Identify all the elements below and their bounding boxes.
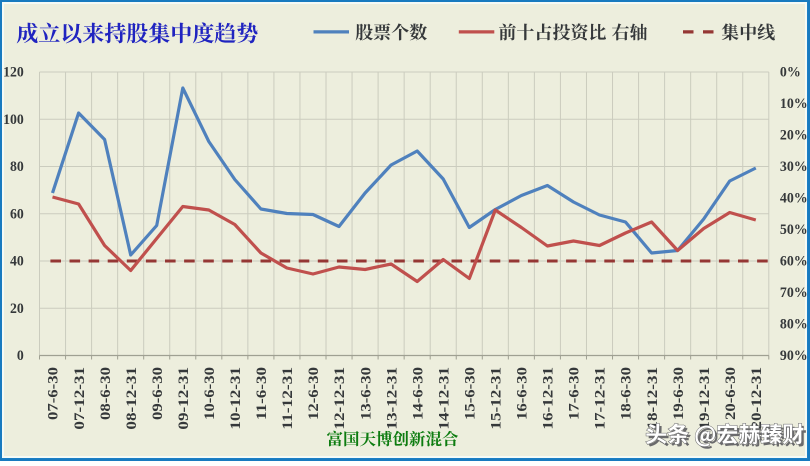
svg-text:07-12-31: 07-12-31	[72, 367, 88, 430]
svg-text:07-6-30: 07-6-30	[46, 367, 62, 420]
svg-text:120: 120	[3, 65, 24, 81]
svg-text:10%: 10%	[780, 96, 808, 112]
svg-text:17-6-30: 17-6-30	[567, 367, 583, 420]
svg-text:15-6-30: 15-6-30	[463, 367, 479, 420]
svg-text:60: 60	[10, 206, 24, 222]
svg-text:50%: 50%	[780, 222, 808, 238]
svg-text:09-12-31: 09-12-31	[176, 367, 192, 430]
svg-text:20-12-31: 20-12-31	[749, 367, 765, 430]
svg-text:15-12-31: 15-12-31	[489, 367, 505, 430]
svg-text:08-6-30: 08-6-30	[98, 367, 114, 420]
svg-text:18-6-30: 18-6-30	[619, 367, 635, 420]
svg-text:0: 0	[17, 348, 24, 364]
svg-text:12-6-30: 12-6-30	[306, 367, 322, 420]
svg-text:60%: 60%	[780, 254, 808, 270]
svg-text:90%: 90%	[780, 348, 808, 364]
svg-text:16-6-30: 16-6-30	[515, 367, 531, 420]
svg-text:19-6-30: 19-6-30	[671, 367, 687, 420]
svg-text:20-6-30: 20-6-30	[723, 367, 739, 420]
svg-text:16-12-31: 16-12-31	[541, 367, 557, 430]
svg-text:18-12-31: 18-12-31	[645, 367, 661, 430]
svg-text:10-12-31: 10-12-31	[228, 367, 244, 430]
svg-text:11-12-31: 11-12-31	[280, 367, 296, 430]
svg-text:11-6-30: 11-6-30	[254, 367, 270, 420]
svg-text:14-12-31: 14-12-31	[436, 367, 452, 430]
svg-text:40%: 40%	[780, 191, 808, 207]
svg-text:19-12-31: 19-12-31	[697, 367, 713, 430]
svg-text:70%: 70%	[780, 285, 808, 301]
svg-text:10-6-30: 10-6-30	[202, 367, 218, 420]
svg-text:40: 40	[10, 254, 24, 270]
svg-text:30%: 30%	[780, 159, 808, 175]
svg-text:12-12-31: 12-12-31	[332, 367, 348, 430]
svg-text:80%: 80%	[780, 317, 808, 333]
svg-text:08-12-31: 08-12-31	[124, 367, 140, 430]
svg-text:09-6-30: 09-6-30	[150, 367, 166, 420]
svg-text:100: 100	[3, 112, 24, 128]
svg-text:17-12-31: 17-12-31	[593, 367, 609, 430]
svg-text:13-12-31: 13-12-31	[384, 367, 400, 430]
svg-text:20%: 20%	[780, 128, 808, 144]
svg-text:80: 80	[10, 159, 24, 175]
svg-text:13-6-30: 13-6-30	[358, 367, 374, 420]
svg-text:0%: 0%	[780, 65, 801, 81]
svg-text:20: 20	[10, 301, 24, 317]
svg-text:14-6-30: 14-6-30	[410, 367, 426, 420]
